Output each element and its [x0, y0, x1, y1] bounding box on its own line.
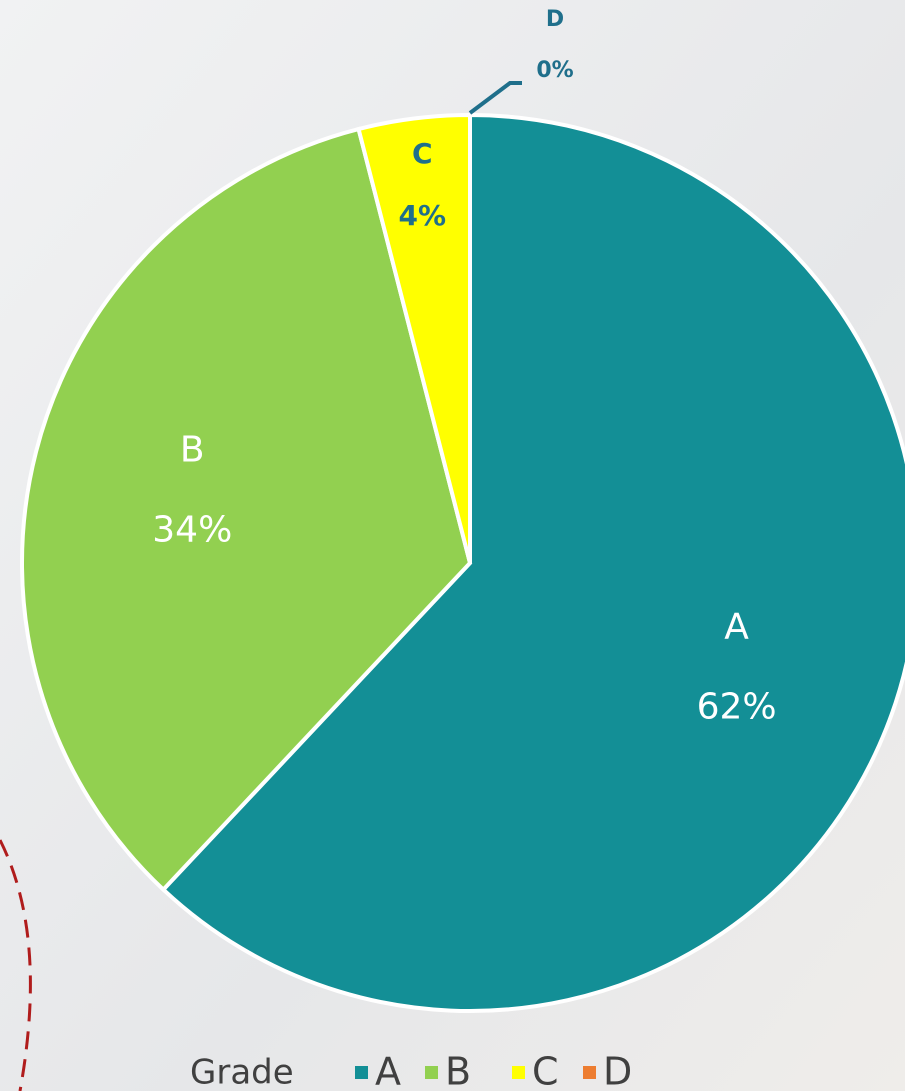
- pie-slice: [160, 112, 905, 1013]
- category-label: D: [546, 7, 564, 32]
- category-label: B: [180, 430, 205, 471]
- legend: Grade A B C D: [190, 1050, 632, 1091]
- data-label: 4%: [398, 199, 446, 232]
- category-label: A: [724, 607, 749, 648]
- data-label: 34%: [152, 510, 232, 551]
- pie-slice: [20, 126, 473, 893]
- legend-swatch: [583, 1066, 596, 1079]
- legend-swatch: [512, 1066, 525, 1079]
- legend-label: D: [603, 1050, 632, 1091]
- data-label: 62%: [697, 687, 777, 728]
- data-label: 0%: [536, 58, 573, 83]
- leader-line: [468, 81, 522, 115]
- legend-swatch: [425, 1066, 438, 1079]
- category-label: C: [412, 137, 433, 170]
- legend-label: C: [532, 1050, 559, 1091]
- legend-swatch: [355, 1066, 368, 1079]
- legend-label: B: [445, 1050, 471, 1091]
- legend-title: Grade: [190, 1053, 294, 1091]
- pie: A 62% B 34% C 4% D 0%: [20, 7, 905, 1013]
- legend-label: A: [375, 1050, 401, 1091]
